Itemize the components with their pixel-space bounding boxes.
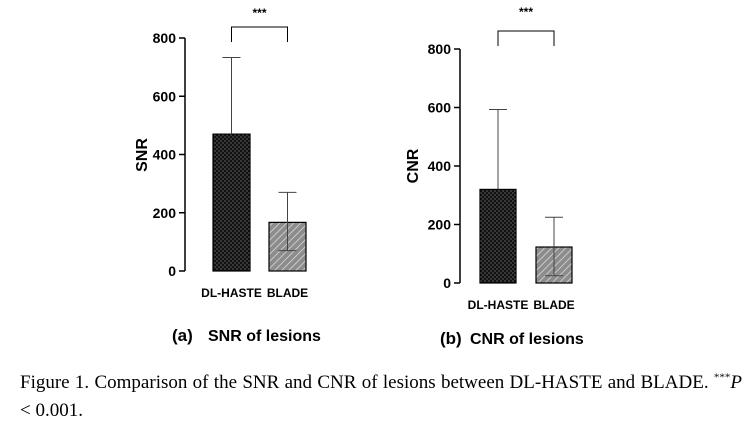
chart-0-panel-title: SNR of lesions <box>208 328 321 345</box>
caption-text: Figure 1. Comparison of the SNR and CNR … <box>20 372 714 393</box>
chart-1-panel-letter: (b) <box>440 329 462 348</box>
chart-1-y-tick-label-4: 800 <box>428 41 452 57</box>
chart-1-significance-label: *** <box>519 5 533 19</box>
chart-0-bar-0 <box>212 133 251 272</box>
chart-1-bar-0 <box>479 188 517 284</box>
chart-1-y-tick-label-0: 0 <box>443 275 451 291</box>
chart-0-category-label-0: DL-HASTE <box>201 286 262 300</box>
chart-0-y-axis-title: SNR <box>134 138 151 172</box>
chart-0-y-tick-label-3: 600 <box>153 88 177 104</box>
chart-1-y-tick-label-1: 200 <box>428 217 452 233</box>
chart-0-significance-label: *** <box>252 6 266 20</box>
chart-0-y-tick-label-2: 400 <box>153 147 177 163</box>
chart-1-category-label-1: BLADE <box>533 298 574 312</box>
chart-0-panel-letter: (a) <box>172 326 193 345</box>
snr-chart-panel: 0 200 400 600 800 SNR DL-HASTE BLADE *** (a) SNR o… <box>134 6 321 345</box>
chart-1-category-label-0: DL-HASTE <box>468 298 529 312</box>
cnr-chart-panel: 0 200 400 600 800 CNR DL-HASTE BLADE *** (b) CNR o… <box>405 5 584 348</box>
chart-1-significance-bracket <box>497 30 555 46</box>
caption-significance-marker: *** <box>713 371 731 384</box>
chart-1-y-tick-label-2: 400 <box>428 158 452 174</box>
chart-0-y-tick-label-1: 200 <box>153 205 177 221</box>
figure-charts: 0 200 400 600 800 SNR DL-HASTE BLADE *** (a) SNR o… <box>134 5 584 348</box>
chart-1-y-axis-title: CNR <box>405 148 422 183</box>
chart-1-panel-title: CNR of lesions <box>470 331 584 348</box>
chart-0-y-tick-label-4: 800 <box>153 30 177 46</box>
figure-caption: Figure 1. Comparison of the SNR and CNR … <box>20 369 742 425</box>
chart-1-y-tick-label-3: 600 <box>428 100 452 116</box>
chart-0-y-tick-label-0: 0 <box>168 263 176 279</box>
chart-0-category-label-1: BLADE <box>267 286 308 300</box>
caption-p-symbol: P <box>730 372 742 393</box>
caption-p-value: < 0.001. <box>20 400 83 421</box>
chart-0-significance-bracket <box>231 26 288 42</box>
